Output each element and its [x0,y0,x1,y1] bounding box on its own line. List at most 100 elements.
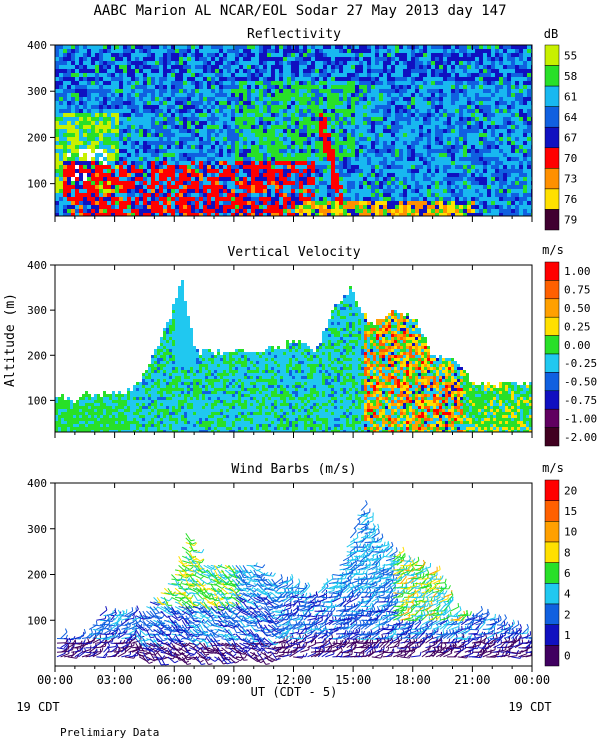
reflectivity-cell [159,133,163,137]
reflectivity-cell [319,129,323,133]
reflectivity-cell [399,153,403,157]
reflectivity-cell [387,209,391,213]
reflectivity-cell [195,101,199,105]
reflectivity-cell [403,205,407,209]
reflectivity-cell [175,149,179,153]
reflectivity-cell [371,161,375,165]
reflectivity-cell [263,141,267,145]
reflectivity-cell [399,61,403,65]
reflectivity-cell [287,125,291,129]
reflectivity-cell [355,73,359,77]
reflectivity-cell [471,109,475,113]
reflectivity-cell [79,209,83,213]
reflectivity-cell [155,89,159,93]
reflectivity-cell [83,153,87,157]
reflectivity-cell [339,105,343,109]
reflectivity-cell [155,177,159,181]
reflectivity-cell [183,117,187,121]
reflectivity-cell [427,117,431,121]
reflectivity-cell [363,57,367,61]
reflectivity-cell [167,201,171,205]
reflectivity-cell [335,109,339,113]
reflectivity-cell [507,77,511,81]
reflectivity-cell [227,193,231,197]
reflectivity-cell [299,65,303,69]
reflectivity-cell [151,73,155,77]
reflectivity-cell [263,85,267,89]
reflectivity-cell [507,149,511,153]
reflectivity-cell [179,101,183,105]
reflectivity-cell [267,149,271,153]
reflectivity-cell [251,173,255,177]
reflectivity-cell [447,145,451,149]
reflectivity-cell [223,193,227,197]
reflectivity-cell [295,69,299,73]
reflectivity-cell [263,189,267,193]
reflectivity-cell [231,89,235,93]
reflectivity-cell [375,189,379,193]
reflectivity-cell [431,101,435,105]
reflectivity-cell [367,173,371,177]
reflectivity-cell [59,177,63,181]
reflectivity-cell [503,129,507,133]
reflectivity-cell [491,213,495,216]
reflectivity-cell [119,89,123,93]
reflectivity-cell [123,145,127,149]
reflectivity-cell [239,61,243,65]
reflectivity-cell [471,101,475,105]
reflectivity-cell [479,185,483,189]
reflectivity-cell [147,101,151,105]
reflectivity-cell [115,105,119,109]
reflectivity-cell [371,189,375,193]
reflectivity-cell [179,185,183,189]
reflectivity-cell [171,193,175,197]
reflectivity-cell [399,65,403,69]
reflectivity-cell [239,197,243,201]
reflectivity-cell [491,77,495,81]
reflectivity-cell [87,85,91,89]
reflectivity-cell [287,73,291,77]
reflectivity-cell [195,145,199,149]
reflectivity-cell [495,205,499,209]
reflectivity-cell [131,177,135,181]
reflectivity-cell [107,185,111,189]
reflectivity-cell [315,133,319,137]
reflectivity-cell [295,153,299,157]
reflectivity-cell [99,193,103,197]
reflectivity-cell [475,45,479,49]
reflectivity-cell [103,81,107,85]
reflectivity-cell [347,185,351,189]
reflectivity-cell [383,197,387,201]
reflectivity-cell [483,121,487,125]
reflectivity-cell [343,161,347,165]
reflectivity-cell [67,185,71,189]
reflectivity-cell [243,45,247,49]
reflectivity-cell [195,93,199,97]
reflectivity-cell [343,205,347,209]
reflectivity-cell [331,97,335,101]
reflectivity-cell [127,137,131,141]
reflectivity-cell [323,165,327,169]
reflectivity-cell [331,185,335,189]
reflectivity-cell [323,65,327,69]
reflectivity-cell [331,213,335,216]
reflectivity-cell [283,177,287,181]
reflectivity-cell [271,113,275,117]
reflectivity-cell [371,69,375,73]
reflectivity-cell [67,125,71,129]
reflectivity-cell [363,133,367,137]
reflectivity-cell [231,57,235,61]
reflectivity-cell [347,157,351,161]
reflectivity-cell [91,165,95,169]
reflectivity-cell [127,113,131,117]
reflectivity-cell [203,189,207,193]
reflectivity-cell [139,197,143,201]
reflectivity-cell [343,89,347,93]
reflectivity-cell [443,121,447,125]
reflectivity-cell [79,93,83,97]
reflectivity-cell [223,113,227,117]
reflectivity-cell [483,69,487,73]
reflectivity-cell [203,97,207,101]
reflectivity-cell [251,93,255,97]
reflectivity-cell [491,157,495,161]
